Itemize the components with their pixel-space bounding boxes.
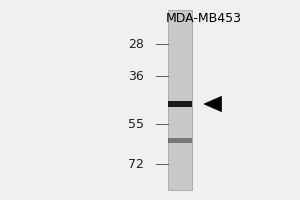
Polygon shape [204, 96, 221, 112]
Text: 72: 72 [128, 158, 144, 170]
Bar [168, 10, 192, 190]
Bar [168, 101, 192, 107]
Text: MDA-MB453: MDA-MB453 [166, 12, 242, 25]
Text: 55: 55 [128, 117, 144, 130]
Bar [168, 138, 192, 142]
Text: 36: 36 [128, 70, 144, 82]
Text: 28: 28 [128, 38, 144, 50]
